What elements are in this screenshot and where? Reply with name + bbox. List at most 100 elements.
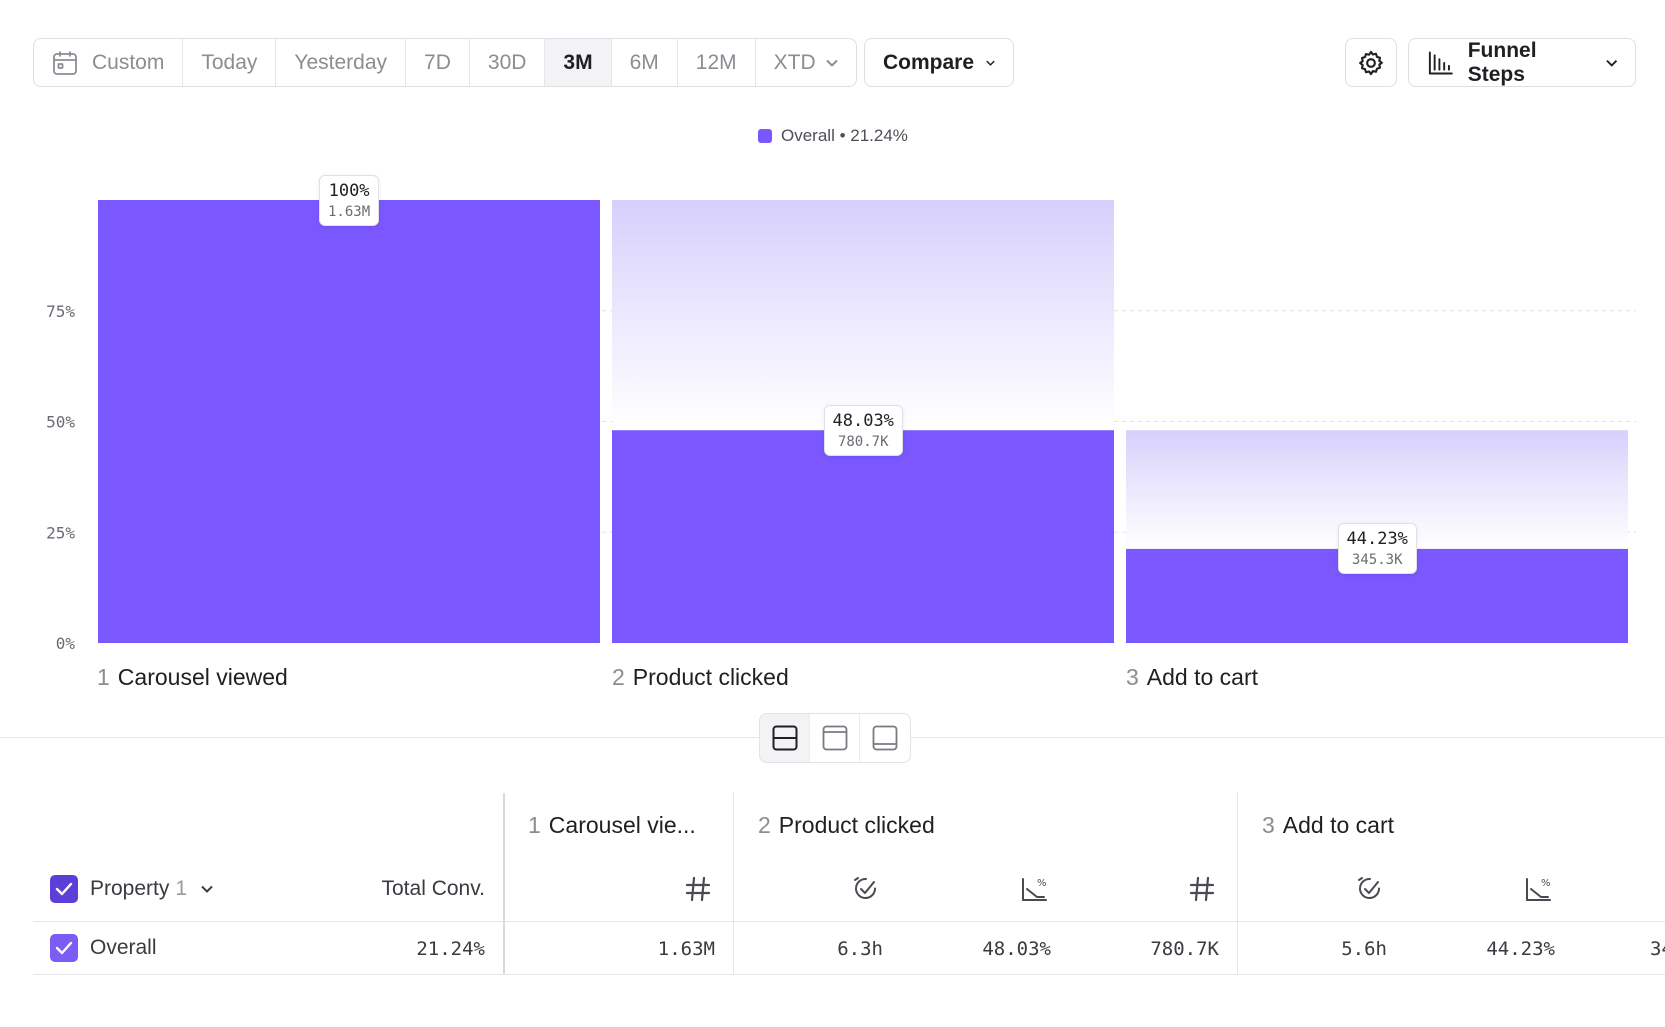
range-yesterday-label: Yesterday (294, 50, 388, 74)
cell-step3-time: 5.6h (1341, 938, 1387, 960)
funnel-steps-label: Funnel Steps (1467, 38, 1537, 86)
gear-icon (1359, 50, 1383, 75)
step-label-3: 3 Add to cart (1126, 664, 1258, 691)
step-number: 2 (758, 812, 771, 838)
step-label-1: 1 Carousel viewed (97, 664, 288, 691)
column-header-step-2[interactable]: 2 Product clicked (758, 812, 935, 839)
range-30d[interactable]: 30D (470, 39, 546, 86)
legend-label: Overall • 21.24% (781, 126, 908, 145)
data-label: 48.03% 780.7K (823, 404, 903, 456)
select-all-checkbox[interactable] (50, 875, 78, 903)
date-range-selector: Custom Today Yesterday 7D 30D 3M 6M 12M … (33, 38, 857, 87)
table-only-layout-icon (872, 725, 898, 751)
time-to-convert-icon[interactable] (1356, 875, 1384, 903)
cell-total-conv: 21.24% (416, 938, 485, 960)
chart-only-layout-icon (822, 725, 847, 751)
total-conversion-header[interactable]: Total Conv. (381, 877, 486, 900)
range-6m[interactable]: 6M (612, 39, 678, 86)
range-today-label: Today (201, 50, 258, 74)
step-number: 1 (528, 812, 541, 838)
cell-step2-time: 6.3h (837, 938, 883, 960)
range-12m[interactable]: 12M (678, 39, 756, 86)
data-label-percent: 100% (328, 180, 370, 201)
property-count: 1 (175, 877, 188, 900)
data-label-count: 345.3K (1351, 552, 1403, 569)
row-name: Overall (90, 936, 157, 959)
funnel-steps-button[interactable]: Funnel Steps (1408, 38, 1636, 87)
bar-chart-icon (1428, 51, 1453, 74)
step-number: 3 (1126, 664, 1139, 690)
dropoff-bar[interactable] (612, 200, 1114, 431)
step-name: Product clicked (632, 664, 789, 690)
settings-button[interactable] (1345, 38, 1397, 87)
checkmark-icon (55, 941, 73, 955)
funnel-chart: 0% 25% 50% 75% (46, 200, 1636, 653)
range-yesterday[interactable]: Yesterday (276, 39, 407, 86)
step-name: Add to cart (1282, 812, 1395, 838)
property-label: Property (90, 877, 170, 900)
conversion-rate-icon[interactable]: % (1020, 875, 1048, 903)
column-header-step-3[interactable]: 3 Add to cart (1262, 812, 1394, 839)
step-number: 2 (612, 664, 625, 690)
cell-step3-rate: 44.23% (1486, 938, 1555, 960)
time-to-convert-icon[interactable] (852, 875, 880, 903)
layout-split-button[interactable] (760, 714, 810, 762)
conversion-rate-icon[interactable]: % (1524, 875, 1552, 903)
y-tick-label: 25% (46, 523, 75, 542)
calendar-icon (53, 51, 77, 75)
step-name: Carousel viewed (117, 664, 288, 690)
chart-legend[interactable]: Overall • 21.24% (758, 126, 908, 146)
range-7d[interactable]: 7D (406, 39, 470, 86)
range-custom[interactable]: Custom (34, 39, 184, 86)
legend-swatch (758, 129, 772, 143)
property-selector[interactable]: Property 1 (90, 877, 213, 901)
step-name: Product clicked (778, 812, 935, 838)
layout-table-only-button[interactable] (860, 714, 910, 762)
view-layout-toggles (759, 713, 911, 763)
range-today[interactable]: Today (183, 39, 277, 86)
column-divider (503, 793, 505, 975)
svg-text:%: % (1541, 878, 1551, 889)
table-row-divider (33, 974, 1665, 975)
chevron-down-icon (986, 60, 995, 66)
range-7d-label: 7D (424, 50, 451, 74)
data-label-percent: 44.23% (1346, 529, 1408, 550)
hash-icon[interactable] (1188, 875, 1216, 903)
range-6m-label: 6M (629, 50, 659, 74)
hash-icon[interactable] (684, 875, 712, 903)
conversion-bar[interactable] (98, 200, 600, 643)
column-header-step-1[interactable]: 1 Carousel vie... (528, 812, 696, 839)
svg-text:%: % (1037, 878, 1047, 889)
range-xtd[interactable]: XTD (756, 39, 856, 86)
column-divider (733, 793, 734, 975)
chevron-down-icon (825, 59, 838, 67)
range-xtd-label: XTD (773, 50, 816, 74)
data-label-count: 780.7K (837, 433, 889, 450)
layout-chart-only-button[interactable] (810, 714, 860, 762)
data-label-percent: 48.03% (832, 410, 894, 431)
row-checkbox[interactable] (50, 934, 78, 962)
compare-label: Compare (883, 50, 975, 74)
cell-step2-rate: 48.03% (982, 938, 1051, 960)
range-custom-label: Custom (92, 50, 165, 74)
data-label: 44.23% 345.3K (1337, 523, 1417, 575)
conversion-bar[interactable] (612, 430, 1114, 643)
range-30d-label: 30D (487, 50, 527, 74)
step-name: Carousel vie... (548, 812, 696, 838)
step-number: 3 (1262, 812, 1275, 838)
split-layout-icon (772, 725, 797, 751)
chevron-down-icon (1605, 59, 1617, 67)
step-name: Add to cart (1146, 664, 1259, 690)
cell-step3-count: 34 (1650, 938, 1665, 960)
table-header-divider (33, 921, 1665, 922)
range-3m-label: 3M (563, 50, 593, 74)
checkmark-icon (55, 882, 73, 896)
range-3m[interactable]: 3M (545, 39, 612, 86)
column-divider (1237, 793, 1238, 975)
cell-step1-count: 1.63M (657, 938, 715, 960)
y-tick-label: 75% (46, 302, 75, 321)
data-label: 100% 1.63M (319, 174, 380, 226)
chevron-down-icon (201, 885, 213, 893)
data-label-count: 1.63M (328, 203, 371, 220)
compare-button[interactable]: Compare (864, 38, 1014, 87)
